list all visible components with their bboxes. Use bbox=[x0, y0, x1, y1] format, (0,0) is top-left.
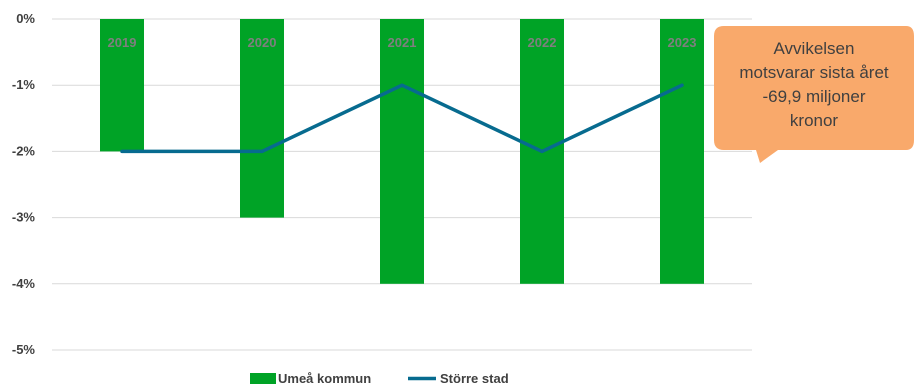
x-category-label: 2019 bbox=[108, 35, 137, 50]
legend-label-umea-kommun: Umeå kommun bbox=[278, 371, 371, 386]
callout-line: kronor bbox=[790, 111, 839, 130]
bar-2020 bbox=[240, 19, 284, 218]
callout-shape bbox=[714, 26, 914, 163]
line-point-2022 bbox=[540, 149, 544, 153]
legend-label-storre-stad: Större stad bbox=[440, 371, 509, 386]
line-point-2023 bbox=[680, 83, 684, 87]
x-category-label: 2023 bbox=[668, 35, 697, 50]
bar-2021 bbox=[380, 19, 424, 284]
y-tick-label: -4% bbox=[12, 276, 36, 291]
y-tick-label: -2% bbox=[12, 143, 36, 158]
callout-line: Avvikelsen bbox=[774, 39, 855, 58]
x-category-label: 2021 bbox=[388, 35, 417, 50]
y-tick-label: -1% bbox=[12, 77, 36, 92]
callout-line: motsvarar sista året bbox=[739, 63, 889, 82]
x-category-label: 2020 bbox=[248, 35, 277, 50]
legend: Umeå kommun Större stad bbox=[250, 371, 509, 386]
bar-2019 bbox=[100, 19, 144, 152]
x-category-label: 2022 bbox=[528, 35, 557, 50]
y-tick-label: -3% bbox=[12, 210, 36, 225]
y-tick-label: -5% bbox=[12, 342, 36, 357]
line-point-2019 bbox=[120, 149, 124, 153]
line-point-2020 bbox=[260, 149, 264, 153]
bar-2023 bbox=[660, 19, 704, 284]
line-series-storre-stad bbox=[120, 83, 684, 154]
legend-swatch-bar bbox=[250, 373, 276, 384]
y-axis-tick-labels: 0% -1% -2% -3% -4% -5% bbox=[12, 11, 36, 357]
callout-line: -69,9 miljoner bbox=[763, 87, 866, 106]
annotation-callout: Avvikelsen motsvarar sista året -69,9 milj… bbox=[714, 26, 914, 163]
y-tick-label: 0% bbox=[16, 11, 35, 26]
x-axis-category-labels: 2019 2020 2021 2022 2023 bbox=[108, 35, 697, 50]
line-point-2021 bbox=[400, 83, 404, 87]
